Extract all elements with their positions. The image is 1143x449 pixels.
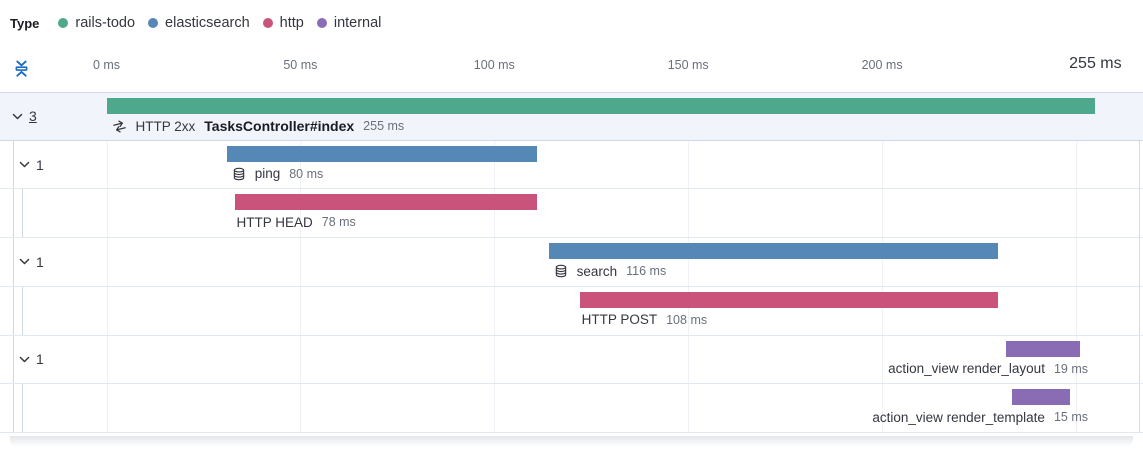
legend-item-http[interactable]: http [262, 15, 304, 31]
transaction-bar[interactable] [106, 98, 1096, 114]
row-label-search: search 116 ms [554, 261, 667, 281]
legend-item-label: internal [333, 15, 382, 31]
span-name: HTTP HEAD [236, 214, 313, 230]
span-name: TasksController#index [204, 118, 355, 134]
span-name: search [576, 263, 618, 279]
database-icon [554, 264, 568, 278]
collapse-all-button[interactable] [8, 54, 36, 82]
span-bar-http-head[interactable] [234, 194, 537, 211]
gridline [1076, 92, 1077, 433]
expand-toggle-transaction[interactable]: 3 [11, 93, 37, 140]
fold-icon [11, 58, 33, 79]
gridline-right-edge [1139, 92, 1140, 433]
row-label-ping: ping 80 ms [232, 164, 324, 184]
legend-item-label: elasticsearch [165, 15, 250, 31]
span-name: ping [254, 166, 281, 182]
gridline [494, 92, 496, 433]
indent-guide [22, 384, 23, 432]
span-duration: 116 ms [626, 264, 667, 279]
expand-toggle-search[interactable]: 1 [18, 238, 44, 286]
span-bar-search[interactable] [548, 243, 999, 260]
row-label-http-head: HTTP HEAD 78 ms [237, 212, 356, 232]
axis-tick: 50 ms [283, 58, 318, 72]
span-duration: 255 ms [363, 119, 405, 133]
span-bar-ping[interactable] [226, 145, 537, 162]
gridline [688, 92, 690, 433]
legend-item-internal[interactable]: internal [316, 15, 382, 31]
span-duration: 19 ms [1053, 361, 1088, 376]
expand-toggle-ping[interactable]: 1 [18, 141, 44, 189]
span-duration: 108 ms [666, 312, 708, 327]
axis-tick: 0 ms [92, 58, 121, 72]
type-legend: Type rails-todo elasticsearch http internal [0, 0, 1143, 34]
legend-dot-http [262, 18, 273, 28]
row-transaction: 3 HTTP 2xx TasksController#index 255 ms [0, 92, 1143, 141]
row-render-template: action_view render_template 15 ms [0, 384, 1143, 433]
result-label: HTTP 2xx [135, 118, 196, 134]
row-http-head: HTTP HEAD 78 ms [0, 189, 1143, 239]
axis-end-label: 255 ms [1069, 55, 1122, 72]
legend-item-label: rails-todo [75, 15, 136, 31]
row-http-post: HTTP POST 108 ms [0, 286, 1143, 336]
span-duration: 78 ms [321, 215, 356, 230]
chevron-down-icon [18, 353, 31, 366]
child-count: 1 [36, 156, 44, 173]
expand-toggle-render-layout[interactable]: 1 [18, 336, 44, 384]
bottom-scroll-shadow [10, 436, 1133, 447]
transaction-icon [112, 119, 127, 134]
row-label-render-template: action_view render_template 15 ms [872, 407, 1088, 427]
span-duration: 80 ms [289, 166, 324, 181]
child-count: 3 [29, 108, 37, 125]
indent-guide [22, 189, 23, 238]
span-bar-render-layout[interactable] [1006, 340, 1080, 357]
legend-item-elasticsearch[interactable]: elasticsearch [148, 15, 250, 31]
legend-dot-elasticsearch [148, 18, 159, 28]
row-search: 1 search 116 ms [0, 238, 1143, 287]
indent-guide [13, 335, 14, 384]
span-bar-render-template[interactable] [1012, 389, 1071, 406]
gridline [106, 92, 108, 433]
database-icon [232, 167, 246, 181]
row-ping: 1 ping 80 ms [0, 140, 1143, 190]
span-name: action_view render_template [872, 409, 1045, 425]
row-label-transaction: HTTP 2xx TasksController#index 255 ms [112, 116, 405, 136]
chevron-down-icon [18, 255, 31, 268]
gridline [882, 92, 884, 433]
indent-guide [22, 286, 23, 335]
span-duration: 15 ms [1053, 410, 1088, 425]
axis-tick: 200 ms [861, 58, 903, 72]
indent-guide [13, 189, 14, 238]
indent-guide [13, 286, 14, 335]
gridline [300, 92, 302, 433]
child-count: 1 [36, 253, 44, 270]
legend-item-label: http [279, 15, 304, 31]
row-render-layout: 1 action_view render_layout 19 ms [0, 335, 1143, 385]
chevron-down-icon [11, 110, 24, 123]
indent-guide [13, 140, 14, 189]
legend-dot-internal [316, 18, 327, 28]
span-bar-http-post[interactable] [579, 291, 999, 308]
waterfall: 3 HTTP 2xx TasksController#index 255 ms 1 pin… [0, 92, 1143, 433]
timeline-axis: 0 ms 50 ms 100 ms 150 ms 200 ms 255 ms [0, 34, 1143, 92]
indent-guide [13, 384, 14, 432]
legend-title: Type [10, 15, 40, 31]
chevron-down-icon [18, 158, 31, 171]
axis-tick: 100 ms [473, 58, 515, 72]
indent-guide [13, 238, 14, 286]
row-label-render-layout: action_view render_layout 19 ms [888, 359, 1088, 379]
span-name: action_view render_layout [888, 361, 1045, 377]
row-label-http-post: HTTP POST 108 ms [582, 310, 708, 330]
child-count: 1 [36, 351, 44, 368]
axis-tick: 150 ms [667, 58, 709, 72]
legend-dot-rails-todo [58, 18, 69, 28]
legend-item-rails-todo[interactable]: rails-todo [58, 15, 135, 31]
span-name: HTTP POST [581, 312, 658, 328]
